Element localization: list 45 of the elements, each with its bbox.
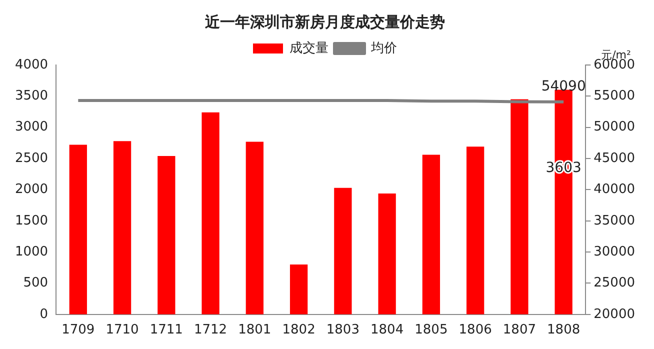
bar: [290, 264, 308, 314]
y-tick-label: 4000: [14, 57, 48, 72]
bar: [422, 154, 440, 314]
x-tick-label: 1804: [370, 322, 404, 338]
x-tick-label: 1805: [414, 322, 448, 338]
x-tick-label: 1803: [326, 322, 360, 338]
legend-label: 均价: [370, 40, 397, 56]
y2-tick-label: 60000: [594, 57, 636, 72]
bar: [334, 188, 352, 314]
y-tick-label: 3000: [14, 120, 48, 135]
x-tick-label: 1802: [282, 322, 316, 338]
x-tick-label: 1801: [238, 322, 272, 338]
y-tick-label: 0: [40, 306, 48, 322]
y2-tick-label: 30000: [594, 244, 636, 260]
bar: [466, 146, 484, 314]
y-tick-label: 500: [23, 276, 48, 291]
y-tick-label: 3500: [14, 88, 48, 104]
y2-tick-label: 25000: [594, 276, 636, 291]
y2-tick-label: 40000: [594, 182, 636, 198]
x-tick-label: 1711: [150, 322, 183, 338]
chart-title: 近一年深圳市新房月度成交量价走势: [204, 12, 445, 31]
x-tick-label: 1710: [106, 322, 139, 338]
bar: [510, 99, 528, 314]
bar: [202, 112, 220, 314]
y-tick-label: 1000: [14, 244, 48, 260]
bar: [246, 142, 264, 314]
bar: [113, 141, 132, 314]
y-tick-label: 2500: [14, 150, 48, 166]
x-tick-label: 1712: [194, 322, 228, 338]
data-label: 54090: [541, 78, 586, 94]
x-tick-label: 1709: [62, 322, 95, 338]
y2-tick-label: 55000: [594, 88, 636, 104]
y2-tick-label: 45000: [594, 150, 636, 166]
y2-tick-label: 50000: [594, 120, 636, 135]
x-tick-label: 1806: [458, 322, 492, 338]
x-tick-label: 1807: [502, 322, 536, 338]
bar: [378, 193, 396, 314]
y-tick-label: 2000: [14, 182, 48, 198]
bar: [69, 144, 87, 314]
y2-tick-label: 20000: [594, 306, 636, 322]
bar: [158, 156, 176, 314]
y2-tick-label: 35000: [594, 213, 636, 228]
legend-label: 成交量: [290, 40, 328, 56]
y-tick-label: 1500: [14, 213, 48, 228]
x-tick-label: 1808: [547, 322, 580, 338]
